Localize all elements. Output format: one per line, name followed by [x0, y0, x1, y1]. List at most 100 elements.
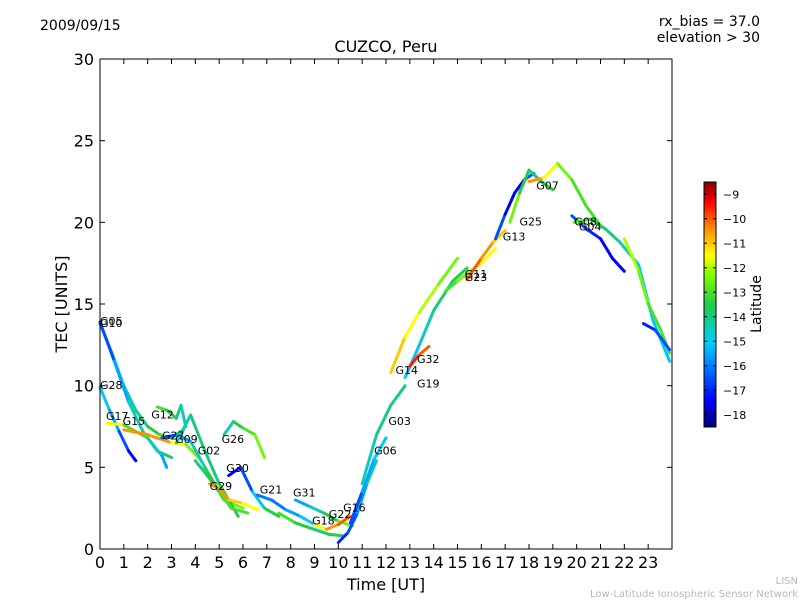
- track-segment: [193, 459, 209, 477]
- track-segment: [98, 320, 116, 363]
- track-segment: [127, 449, 138, 463]
- track-segment: [232, 420, 245, 430]
- rx-bias-label: rx_bias = 37.0: [658, 14, 760, 30]
- satellite-label: G11: [465, 268, 488, 281]
- x-tick-label: 13: [400, 553, 420, 572]
- satellite-label: G30: [226, 462, 249, 475]
- series-G18: [277, 511, 345, 538]
- x-tick-label: 20: [566, 553, 586, 572]
- satellite-label: G02: [198, 444, 221, 457]
- track-segment: [270, 498, 288, 512]
- plot-frame: [99, 58, 673, 550]
- track-segment: [174, 413, 193, 445]
- y-tick-label: 20: [74, 213, 94, 232]
- satellite-label: G17: [106, 410, 129, 423]
- colorbar-tick-label: −15: [723, 335, 746, 348]
- track-segment: [494, 212, 507, 241]
- track-segment: [255, 493, 274, 502]
- satellite-label: G12: [151, 408, 174, 421]
- track-segment: [146, 433, 173, 445]
- track-segment: [503, 191, 517, 216]
- x-tick-label: 0: [95, 553, 105, 572]
- track-segment: [146, 425, 162, 437]
- track-segment: [293, 521, 316, 531]
- track-segment: [217, 487, 231, 502]
- track-segment: [360, 433, 378, 486]
- track-segment: [217, 490, 233, 510]
- x-tick-label: 5: [214, 553, 224, 572]
- series-G22: [313, 514, 352, 531]
- x-axis-ticks: 0 1 2 3 4 5 6 7 8 9 10 11 12 13 14 15 16 17 18 19 20 21 22 23: [95, 59, 658, 572]
- track-segment: [336, 531, 350, 544]
- track-segment: [451, 266, 469, 283]
- track-segment: [251, 490, 266, 510]
- track-segment: [313, 523, 328, 531]
- track-segment: [527, 176, 545, 183]
- colorbar-tick-label: −11: [723, 237, 746, 250]
- colorbar-tick-label: −10: [723, 213, 746, 226]
- y-axis-ticks: 0 5 10 15 20 25 30: [74, 50, 672, 559]
- track-segment: [336, 514, 352, 526]
- track-segment: [170, 441, 188, 446]
- track-segment: [653, 328, 672, 352]
- series-G04: [572, 217, 672, 363]
- track-segment: [98, 385, 111, 412]
- track-segment: [313, 527, 331, 536]
- satellite-label: G29: [210, 480, 233, 493]
- track-segment: [360, 457, 376, 494]
- colorbar-tick-label: −14: [723, 311, 746, 324]
- satellite-label: G03: [388, 415, 411, 428]
- satellite-label: G25: [520, 216, 543, 229]
- y-tick-label: 25: [74, 132, 94, 151]
- x-tick-label: 18: [519, 553, 539, 572]
- track-segment: [479, 240, 495, 260]
- track-segment: [570, 178, 588, 208]
- track-segment: [227, 498, 245, 505]
- series-G14: [389, 256, 459, 375]
- track-segment: [403, 310, 421, 339]
- x-tick-label: 16: [471, 553, 491, 572]
- x-tick-label: 14: [423, 553, 443, 572]
- y-tick-label: 10: [74, 377, 94, 396]
- satellite-label: G27: [162, 430, 185, 443]
- satellite-label: G28: [100, 379, 123, 392]
- track-segment: [572, 217, 593, 224]
- track-segment: [518, 168, 531, 195]
- track-segment: [541, 181, 555, 192]
- track-segment: [444, 279, 459, 293]
- track-segment: [241, 501, 259, 512]
- series-G28: [98, 385, 138, 463]
- track-segment: [527, 168, 545, 185]
- x-tick-label: 8: [286, 553, 296, 572]
- series-G30: [227, 465, 281, 518]
- y-tick-label: 0: [84, 540, 94, 559]
- track-segment: [112, 359, 131, 404]
- series-G06: [348, 436, 388, 525]
- satellite-label: G09: [175, 433, 198, 446]
- track-segment: [324, 523, 340, 531]
- track-segment: [208, 482, 221, 491]
- data-tracks: [98, 162, 672, 544]
- x-tick-label: 22: [614, 553, 634, 572]
- track-segment: [589, 217, 607, 231]
- track-segment: [646, 302, 662, 330]
- track-segment: [372, 436, 388, 461]
- x-tick-label: 6: [238, 553, 248, 572]
- colorbar-label: Latitude: [749, 275, 765, 333]
- track-segment: [189, 439, 207, 469]
- track-segment: [417, 282, 440, 314]
- x-tick-label: 17: [495, 553, 515, 572]
- satellite-label: G15: [123, 415, 146, 428]
- track-segment: [508, 191, 521, 224]
- track-segment: [603, 227, 622, 244]
- satellite-label: G13: [503, 230, 526, 243]
- x-axis-label: Time [UT]: [346, 575, 425, 594]
- colorbar-ticks: −9 −10 −11 −12 −13 −14 −15 −16 −17 −18: [704, 188, 746, 422]
- satellite-label: G07: [536, 180, 559, 193]
- series-unlabeled-30: [641, 322, 672, 352]
- satellite-label: G21: [260, 484, 283, 497]
- track-segment: [127, 400, 145, 433]
- satellite-label: G08: [574, 216, 597, 229]
- series-G17: [105, 421, 169, 469]
- track-segment: [105, 421, 126, 427]
